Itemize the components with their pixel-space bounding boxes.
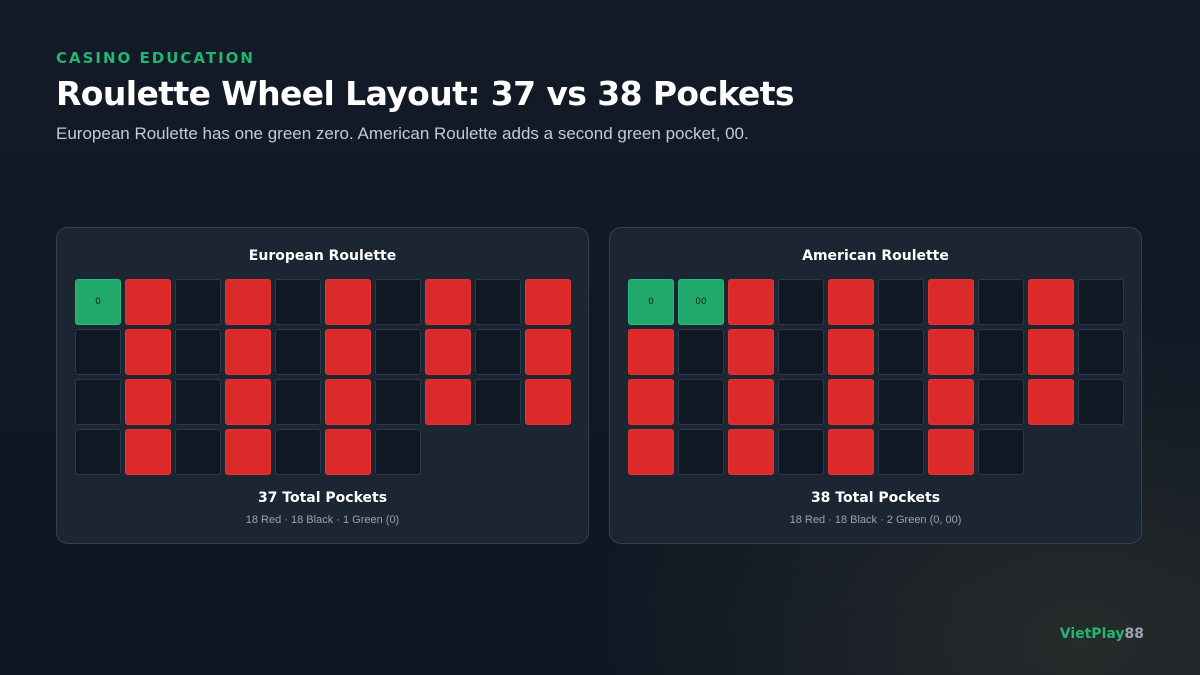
european-roulette-panel: European Roulette 0 37 Total Pockets 18 … — [56, 227, 589, 544]
green-pocket: 0 — [628, 279, 674, 325]
red-pocket — [225, 429, 271, 475]
red-pocket — [828, 379, 874, 425]
red-pocket — [425, 279, 471, 325]
black-pocket — [678, 429, 724, 475]
panel-title: European Roulette — [248, 248, 397, 264]
red-pocket — [928, 429, 974, 475]
red-pocket — [728, 279, 774, 325]
brand-logo: VietPlay88 — [1060, 626, 1144, 642]
black-pocket — [175, 329, 221, 375]
red-pocket — [928, 279, 974, 325]
black-pocket — [1078, 379, 1124, 425]
black-pocket — [275, 379, 321, 425]
red-pocket — [325, 279, 371, 325]
total-pockets: 38 Total Pockets — [810, 490, 941, 506]
pocket-grid: 0 — [75, 279, 573, 475]
black-pocket — [878, 429, 924, 475]
red-pocket — [225, 279, 271, 325]
red-pocket — [628, 329, 674, 375]
black-pocket — [175, 279, 221, 325]
american-roulette-panel: American Roulette 0 00 38 Total Pockets 1… — [609, 227, 1142, 544]
black-pocket — [75, 379, 121, 425]
red-pocket — [828, 329, 874, 375]
black-pocket — [878, 329, 924, 375]
black-pocket — [375, 329, 421, 375]
red-pocket — [828, 279, 874, 325]
red-pocket — [525, 379, 571, 425]
pocket-breakdown: 18 Red · 18 Black · 2 Green (0, 00) — [789, 514, 962, 526]
black-pocket — [375, 429, 421, 475]
black-pocket — [778, 379, 824, 425]
black-pocket — [778, 429, 824, 475]
red-pocket — [225, 379, 271, 425]
black-pocket — [175, 429, 221, 475]
red-pocket — [325, 329, 371, 375]
black-pocket — [678, 329, 724, 375]
black-pocket — [878, 379, 924, 425]
pocket-grid: 0 00 — [628, 279, 1126, 475]
black-pocket — [275, 429, 321, 475]
page-subtitle: European Roulette has one green zero. Am… — [56, 124, 749, 143]
green-pocket: 00 — [678, 279, 724, 325]
green-pocket: 0 — [75, 279, 121, 325]
black-pocket — [778, 279, 824, 325]
red-pocket — [325, 379, 371, 425]
pocket-breakdown: 18 Red · 18 Black · 1 Green (0) — [245, 514, 400, 526]
page-title: Roulette Wheel Layout: 37 vs 38 Pockets — [56, 74, 795, 113]
red-pocket — [828, 429, 874, 475]
total-pockets: 37 Total Pockets — [257, 490, 388, 506]
black-pocket — [375, 279, 421, 325]
red-pocket — [628, 379, 674, 425]
black-pocket — [1078, 329, 1124, 375]
black-pocket — [878, 279, 924, 325]
black-pocket — [275, 329, 321, 375]
red-pocket — [225, 329, 271, 375]
panel-title: American Roulette — [802, 248, 949, 264]
red-pocket — [728, 429, 774, 475]
black-pocket — [978, 279, 1024, 325]
red-pocket — [928, 379, 974, 425]
black-pocket — [978, 379, 1024, 425]
red-pocket — [1028, 329, 1074, 375]
black-pocket — [475, 379, 521, 425]
red-pocket — [425, 329, 471, 375]
red-pocket — [525, 279, 571, 325]
black-pocket — [1078, 279, 1124, 325]
black-pocket — [75, 429, 121, 475]
red-pocket — [928, 329, 974, 375]
red-pocket — [628, 429, 674, 475]
black-pocket — [678, 379, 724, 425]
red-pocket — [728, 379, 774, 425]
red-pocket — [125, 379, 171, 425]
black-pocket — [778, 329, 824, 375]
red-pocket — [728, 329, 774, 375]
black-pocket — [175, 379, 221, 425]
red-pocket — [325, 429, 371, 475]
black-pocket — [375, 379, 421, 425]
red-pocket — [1028, 379, 1074, 425]
black-pocket — [978, 429, 1024, 475]
black-pocket — [475, 329, 521, 375]
brand-name: VietPlay — [1059, 626, 1125, 642]
red-pocket — [125, 279, 171, 325]
red-pocket — [425, 379, 471, 425]
red-pocket — [525, 329, 571, 375]
black-pocket — [75, 329, 121, 375]
black-pocket — [475, 279, 521, 325]
brand-number: 88 — [1124, 626, 1144, 642]
black-pocket — [275, 279, 321, 325]
black-pocket — [978, 329, 1024, 375]
red-pocket — [1028, 279, 1074, 325]
red-pocket — [125, 329, 171, 375]
eyebrow-label: CASINO EDUCATION — [56, 49, 255, 67]
red-pocket — [125, 429, 171, 475]
